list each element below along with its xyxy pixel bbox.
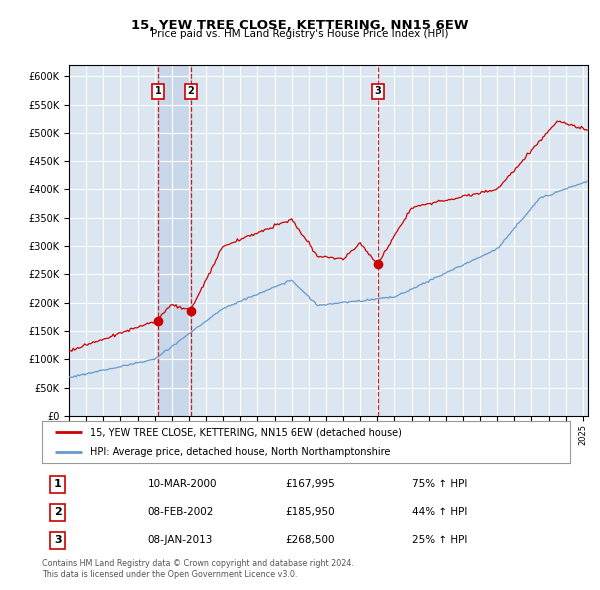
Text: 2: 2	[187, 86, 194, 96]
Text: 1: 1	[54, 479, 62, 489]
Text: 3: 3	[54, 535, 62, 545]
Text: 10-MAR-2000: 10-MAR-2000	[148, 479, 217, 489]
Text: 44% ↑ HPI: 44% ↑ HPI	[412, 507, 467, 517]
Text: Contains HM Land Registry data © Crown copyright and database right 2024.
This d: Contains HM Land Registry data © Crown c…	[42, 559, 354, 579]
Text: 1: 1	[155, 86, 161, 96]
Text: 3: 3	[374, 86, 381, 96]
Text: 08-JAN-2013: 08-JAN-2013	[148, 535, 213, 545]
Text: 15, YEW TREE CLOSE, KETTERING, NN15 6EW: 15, YEW TREE CLOSE, KETTERING, NN15 6EW	[131, 19, 469, 32]
Text: 15, YEW TREE CLOSE, KETTERING, NN15 6EW (detached house): 15, YEW TREE CLOSE, KETTERING, NN15 6EW …	[89, 427, 401, 437]
Text: 75% ↑ HPI: 75% ↑ HPI	[412, 479, 467, 489]
Bar	[575, 65, 588, 416]
Text: £268,500: £268,500	[285, 535, 334, 545]
Text: 25% ↑ HPI: 25% ↑ HPI	[412, 535, 467, 545]
Bar	[158, 65, 191, 416]
Text: Price paid vs. HM Land Registry's House Price Index (HPI): Price paid vs. HM Land Registry's House …	[151, 29, 449, 39]
Text: £167,995: £167,995	[285, 479, 335, 489]
Text: £185,950: £185,950	[285, 507, 335, 517]
Text: 2: 2	[54, 507, 62, 517]
Text: 08-FEB-2002: 08-FEB-2002	[148, 507, 214, 517]
Text: HPI: Average price, detached house, North Northamptonshire: HPI: Average price, detached house, Nort…	[89, 447, 390, 457]
